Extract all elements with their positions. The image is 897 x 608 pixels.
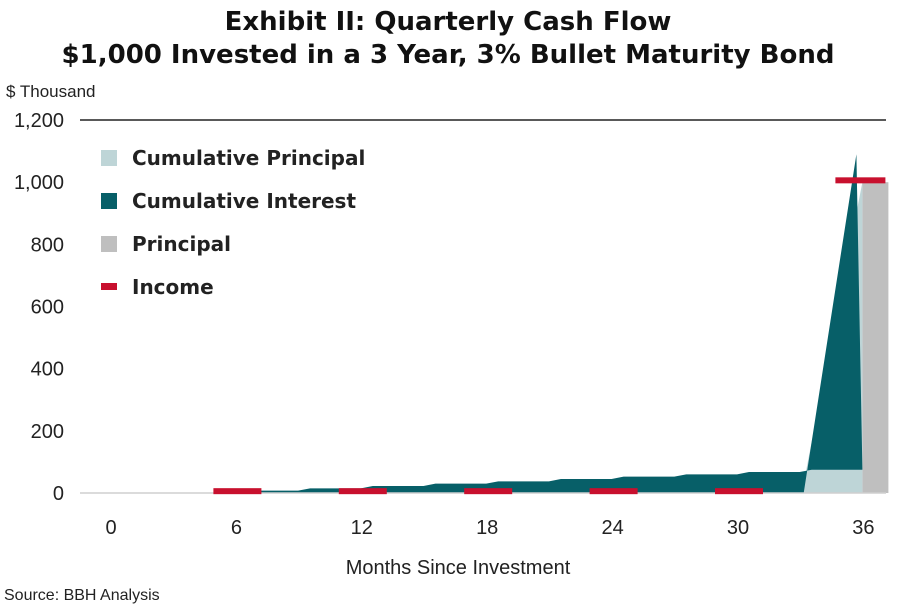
legend-label: Principal [132, 232, 231, 256]
x-axis: 0 6 12 18 24 30 36 [105, 517, 874, 539]
y-tick-label: 800 [31, 234, 64, 256]
chart-title-line2: $1,000 Invested in a 3 Year, 3% Bullet M… [62, 40, 835, 70]
y-tick-label: 1,200 [14, 110, 64, 132]
x-tick-label: 24 [601, 517, 623, 539]
legend-label: Income [132, 275, 214, 299]
y-tick-label: 200 [31, 421, 64, 443]
legend-swatch [101, 283, 117, 290]
legend-swatch [101, 193, 117, 209]
income-marker [213, 488, 262, 495]
y-tick-label: 400 [31, 359, 64, 381]
income-marker [715, 488, 763, 495]
source-note: Source: BBH Analysis [4, 587, 160, 604]
plot-area [80, 119, 889, 495]
income-marker [589, 488, 638, 495]
x-axis-label: Months Since Investment [346, 557, 571, 579]
income-marker [464, 488, 513, 495]
x-tick-label: 30 [727, 517, 749, 539]
legend: Cumulative Principal Cumulative Interest P… [101, 146, 365, 299]
income-marker [338, 488, 387, 495]
x-tick-label: 36 [852, 517, 874, 539]
principal-bar [862, 182, 889, 493]
legend-label: Cumulative Principal [132, 146, 365, 170]
x-tick-label: 18 [476, 517, 498, 539]
y-tick-label: 0 [53, 483, 64, 505]
legend-swatch [101, 150, 117, 166]
legend-swatch [101, 236, 117, 252]
income-marker [835, 177, 886, 184]
y-unit-label: $ Thousand [6, 82, 95, 101]
legend-label: Cumulative Interest [132, 189, 356, 213]
y-tick-label: 600 [31, 297, 64, 319]
y-axis: 0 200 400 600 800 1,000 1,200 [14, 110, 64, 505]
x-tick-label: 6 [231, 517, 242, 539]
chart-title-line1: Exhibit II: Quarterly Cash Flow [225, 7, 672, 37]
x-tick-label: 0 [105, 517, 116, 539]
y-tick-label: 1,000 [14, 172, 64, 194]
x-tick-label: 12 [351, 517, 373, 539]
